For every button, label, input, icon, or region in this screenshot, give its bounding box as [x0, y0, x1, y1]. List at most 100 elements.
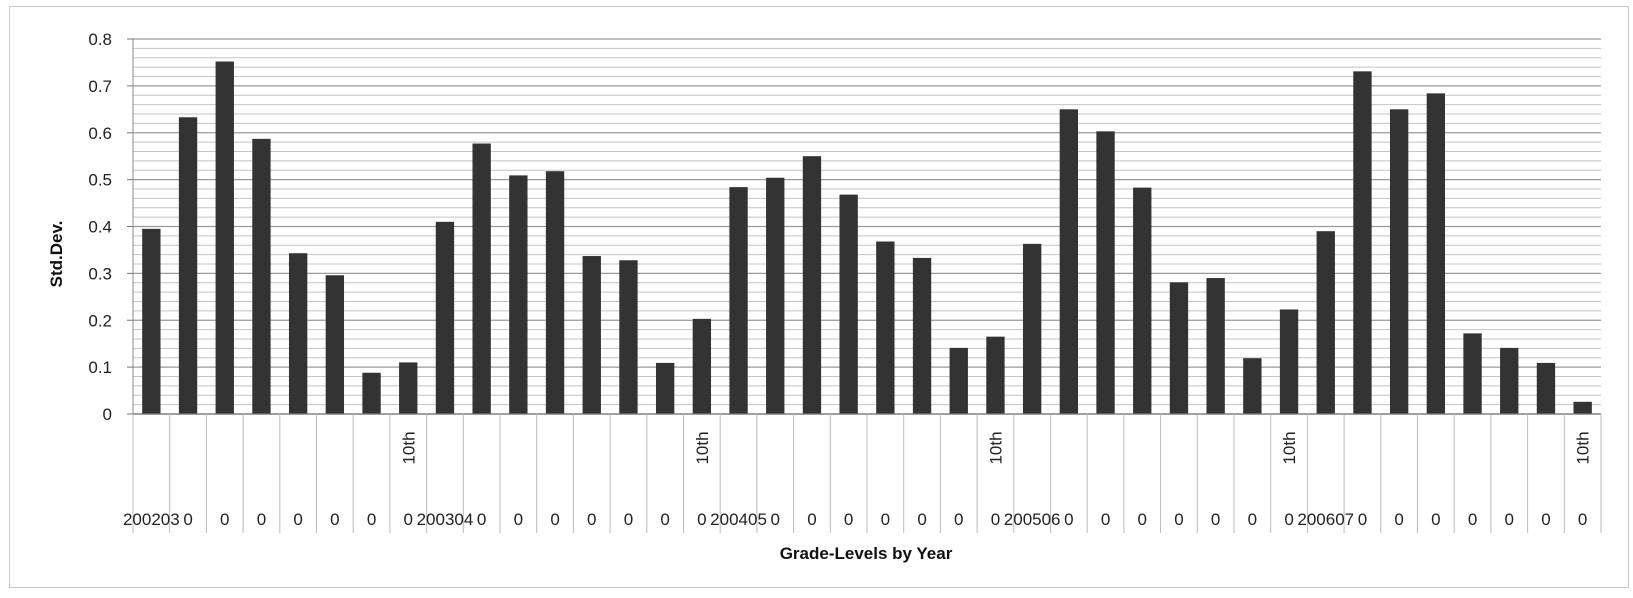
x-tick-label: 0: [807, 510, 816, 529]
x-tick-label: 0: [1578, 510, 1587, 529]
x-tick-label: 0: [881, 510, 890, 529]
y-tick-label: 0.5: [88, 171, 112, 190]
x-tick-label: 0: [330, 510, 339, 529]
y-tick-label: 0.4: [88, 218, 112, 237]
bar: [876, 241, 895, 414]
bar: [949, 347, 968, 414]
bar: [362, 372, 381, 414]
bar: [1022, 243, 1042, 414]
x-tick-label: 0: [477, 510, 486, 529]
bar: [655, 362, 675, 414]
bar: [142, 228, 161, 414]
bar: [1389, 109, 1409, 414]
x-tick-label: 0: [1284, 510, 1293, 529]
bar: [1059, 109, 1079, 414]
y-tick-label: 0.6: [88, 124, 112, 143]
bar: [252, 138, 271, 414]
year-label: 200405: [710, 510, 767, 529]
bars: [142, 61, 1592, 414]
bar: [399, 362, 418, 414]
x-tick-label: 0: [183, 510, 192, 529]
y-tick-label: 0: [103, 405, 112, 424]
grade-label: 10th: [693, 431, 712, 464]
year-label: 200607: [1297, 510, 1354, 529]
y-tick-label: 0.7: [88, 77, 112, 96]
bar: [545, 171, 565, 414]
bar: [435, 221, 455, 414]
bar: [912, 257, 932, 414]
x-tick-label: 0: [550, 510, 559, 529]
year-label: 200304: [417, 510, 474, 529]
x-tick-label: 0: [1248, 510, 1257, 529]
bar: [802, 156, 822, 414]
bar: [766, 177, 785, 414]
x-tick-label: 0: [587, 510, 596, 529]
y-tick-labels: 0 0.1 0.2 0.3 0.4 0.5 0.6 0.7 0.8: [88, 30, 112, 424]
x-tick-label: 0: [293, 510, 302, 529]
gridlines: [133, 38, 1601, 415]
bar: [1316, 231, 1335, 414]
bar: [1463, 333, 1482, 414]
bar: [692, 318, 712, 414]
x-tick-label: 0: [257, 510, 266, 529]
grade-label: 10th: [986, 431, 1005, 464]
axes: [127, 38, 1602, 533]
bar: [178, 117, 198, 414]
x-tick-label: 0: [1174, 510, 1183, 529]
x-tick-label: 0: [1101, 510, 1110, 529]
x-tick-label: 0: [514, 510, 523, 529]
x-tick-label: 0: [1394, 510, 1403, 529]
x-tick-label: 0: [697, 510, 706, 529]
bar: [729, 187, 748, 414]
grade-label: 10th: [399, 431, 418, 464]
x-tick-label: 0: [220, 510, 229, 529]
grade-label: 10th: [1280, 431, 1299, 464]
x-tick-label: 0: [917, 510, 926, 529]
bar: [1573, 401, 1592, 414]
x-tick-label: 0: [1541, 510, 1550, 529]
bar: [1206, 278, 1225, 414]
y-tick-label: 0.1: [88, 358, 112, 377]
x-tick-label: 0: [1505, 510, 1514, 529]
x-tick-label: 0: [1468, 510, 1477, 529]
bar: [1536, 362, 1556, 414]
bar: [1353, 71, 1372, 414]
bar: [288, 253, 308, 414]
x-tick-label: 0: [660, 510, 669, 529]
x-tick-label: 0: [1211, 510, 1220, 529]
bar: [1426, 93, 1446, 414]
bar: [1500, 347, 1519, 414]
bar: [1279, 309, 1299, 414]
x-tick-label: 0: [1431, 510, 1440, 529]
bar: [472, 143, 491, 414]
bar: [1096, 131, 1115, 414]
y-tick-label: 0.2: [88, 311, 112, 330]
bar: [1133, 187, 1152, 414]
bar: [839, 194, 858, 414]
y-axis-title: Std.Dev.: [47, 221, 66, 288]
bar: [582, 256, 601, 414]
bar: [325, 275, 345, 414]
y-tick-label: 0.3: [88, 264, 112, 283]
year-label: 200203: [123, 510, 180, 529]
x-tick-label: 0: [1138, 510, 1147, 529]
bar: [1169, 282, 1189, 414]
x-tick-label: 0: [404, 510, 413, 529]
x-tick-label: 0: [1358, 510, 1367, 529]
x-tick-label: 0: [624, 510, 633, 529]
x-tick-label: 0: [771, 510, 780, 529]
x-axis-title: Grade-Levels by Year: [780, 544, 953, 563]
x-tick-label: 0: [367, 510, 376, 529]
y-tick-label: 0.8: [88, 30, 112, 49]
year-label: 200506: [1004, 510, 1061, 529]
x-tick-label: 0: [991, 510, 1000, 529]
bar: [1243, 358, 1262, 414]
bar: [509, 175, 528, 414]
grade-label: 10th: [1574, 431, 1593, 464]
bar: [986, 336, 1005, 414]
x-tick-label: 0: [1064, 510, 1073, 529]
bar: [215, 61, 234, 414]
x-tick-label: 0: [844, 510, 853, 529]
